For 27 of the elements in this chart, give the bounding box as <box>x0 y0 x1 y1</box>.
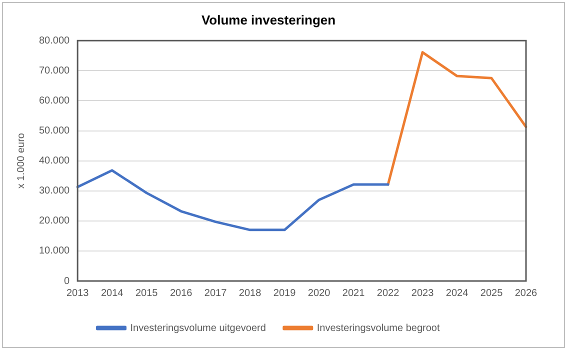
x-tick-label: 2023 <box>411 288 434 299</box>
legend-label: Investeringsvolume uitgevoerd <box>130 322 266 334</box>
y-tick-label: 70.000 <box>38 65 70 76</box>
x-tick-label: 2014 <box>100 288 124 299</box>
x-tick-label: 2017 <box>204 288 228 299</box>
y-tick-label: 30.000 <box>38 186 70 197</box>
x-tick-label: 2013 <box>66 288 90 299</box>
legend-label: Investeringsvolume begroot <box>316 322 440 334</box>
x-tick-label: 2020 <box>308 288 331 299</box>
y-tick-label: 40.000 <box>38 156 70 167</box>
x-tick-label: 2015 <box>135 288 158 299</box>
x-tick-label: 2016 <box>170 288 193 299</box>
y-tick-label: 10.000 <box>38 246 70 257</box>
x-tick-label: 2026 <box>514 288 538 299</box>
x-tick-label: 2019 <box>273 288 296 299</box>
y-tick-label: 50.000 <box>38 126 70 136</box>
x-tick-label: 2021 <box>342 288 366 299</box>
y-tick-label: 0 <box>64 276 70 287</box>
x-tick-label: 2025 <box>480 288 504 299</box>
y-tick-label: 80.000 <box>38 35 70 46</box>
y-axis-title: x 1.000 euro <box>16 132 27 189</box>
chart-title: Volume investeringen <box>201 12 336 28</box>
x-tick-label: 2018 <box>238 288 262 299</box>
y-tick-label: 20.000 <box>38 216 70 227</box>
x-tick-label: 2022 <box>376 288 400 299</box>
y-tick-label: 60.000 <box>38 95 70 106</box>
x-tick-label: 2024 <box>446 288 469 299</box>
